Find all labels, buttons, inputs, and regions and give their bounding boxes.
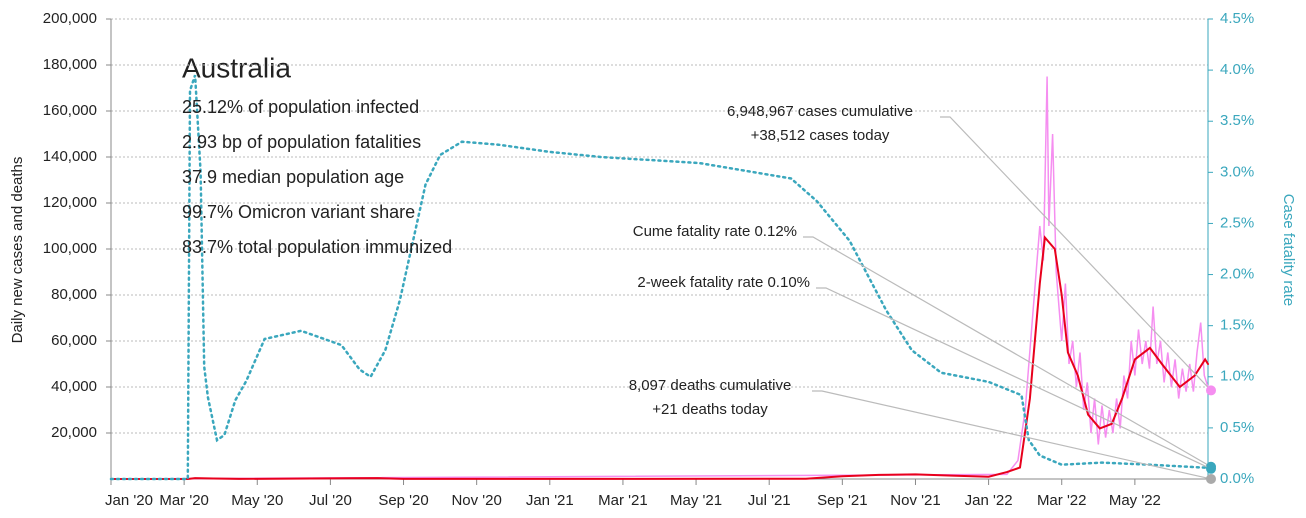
x-tick-label: May '22 [1109,492,1161,509]
stat-line: 25.12% of population infected [182,97,419,117]
y2-tick-label: 3.5% [1220,112,1254,129]
series-line [109,74,1210,481]
y-tick-label: 20,000 [51,424,97,441]
x-tick-label: Jul '20 [309,492,352,509]
y-tick-label: 200,000 [43,10,97,27]
x-tick-label: May '21 [670,492,722,509]
y-tick-label: 140,000 [43,148,97,165]
x-tick-label: Nov '21 [890,492,940,509]
x-tick-label: Sep '20 [378,492,428,509]
y-tick-label: 60,000 [51,332,97,349]
stat-line: 2.93 bp of population fatalities [182,132,421,152]
x-tick-label: Jan '22 [965,492,1013,509]
stat-line: 99.7% Omicron variant share [182,202,415,222]
y2-tick-label: 4.0% [1220,61,1254,78]
y-tick-label: 40,000 [51,378,97,395]
leader-line [816,287,1212,470]
y2-tick-label: 1.5% [1220,317,1254,334]
x-tick-label: Mar '21 [598,492,648,509]
y-tick-label: 120,000 [43,194,97,211]
annotation-text: 8,097 deaths cumulative [629,377,792,394]
y-tick-label: 180,000 [43,56,97,73]
leader-line [940,116,1212,391]
x-tick-label: Sep '21 [817,492,867,509]
y2-tick-label: 1.0% [1220,368,1254,385]
y2-axis-label: Case fatality rate [1280,194,1297,307]
x-tick-label: Jan '20 [105,492,153,509]
series-line [110,235,1209,480]
chart-title: Australia [182,52,291,83]
x-tick-label: May '20 [231,492,283,509]
stat-line: 37.9 median population age [182,167,404,187]
x-tick-label: Jan '21 [526,492,574,509]
y-tick-label: 80,000 [51,286,97,303]
end-marker [1206,463,1216,474]
x-tick-label: Mar '20 [159,492,209,509]
annotation-text: +38,512 cases today [751,127,890,144]
y2-tick-label: 2.0% [1220,266,1254,283]
y2-tick-label: 2.5% [1220,214,1254,231]
end-marker [1206,385,1216,396]
y2-tick-label: 3.0% [1220,163,1254,180]
annotation-text: 2-week fatality rate 0.10% [637,274,810,291]
y-axis-label: Daily new cases and deaths [9,157,26,344]
leader-line [803,236,1212,468]
x-tick-label: Nov '20 [451,492,501,509]
end-marker [1206,473,1216,484]
annotation-text: +21 deaths today [652,401,768,418]
y-tick-label: 100,000 [43,240,97,257]
annotation-text: 6,948,967 cases cumulative [727,103,913,120]
y-tick-label: 160,000 [43,102,97,119]
y2-tick-label: 0.0% [1220,470,1254,487]
y2-tick-label: 4.5% [1220,10,1254,27]
x-tick-label: Mar '22 [1037,492,1087,509]
leader-line [812,390,1212,480]
x-tick-label: Jul '21 [748,492,791,509]
annotation-text: Cume fatality rate 0.12% [633,223,797,240]
stat-line: 83.7% total population immunized [182,237,452,257]
y2-tick-label: 0.5% [1220,419,1254,436]
